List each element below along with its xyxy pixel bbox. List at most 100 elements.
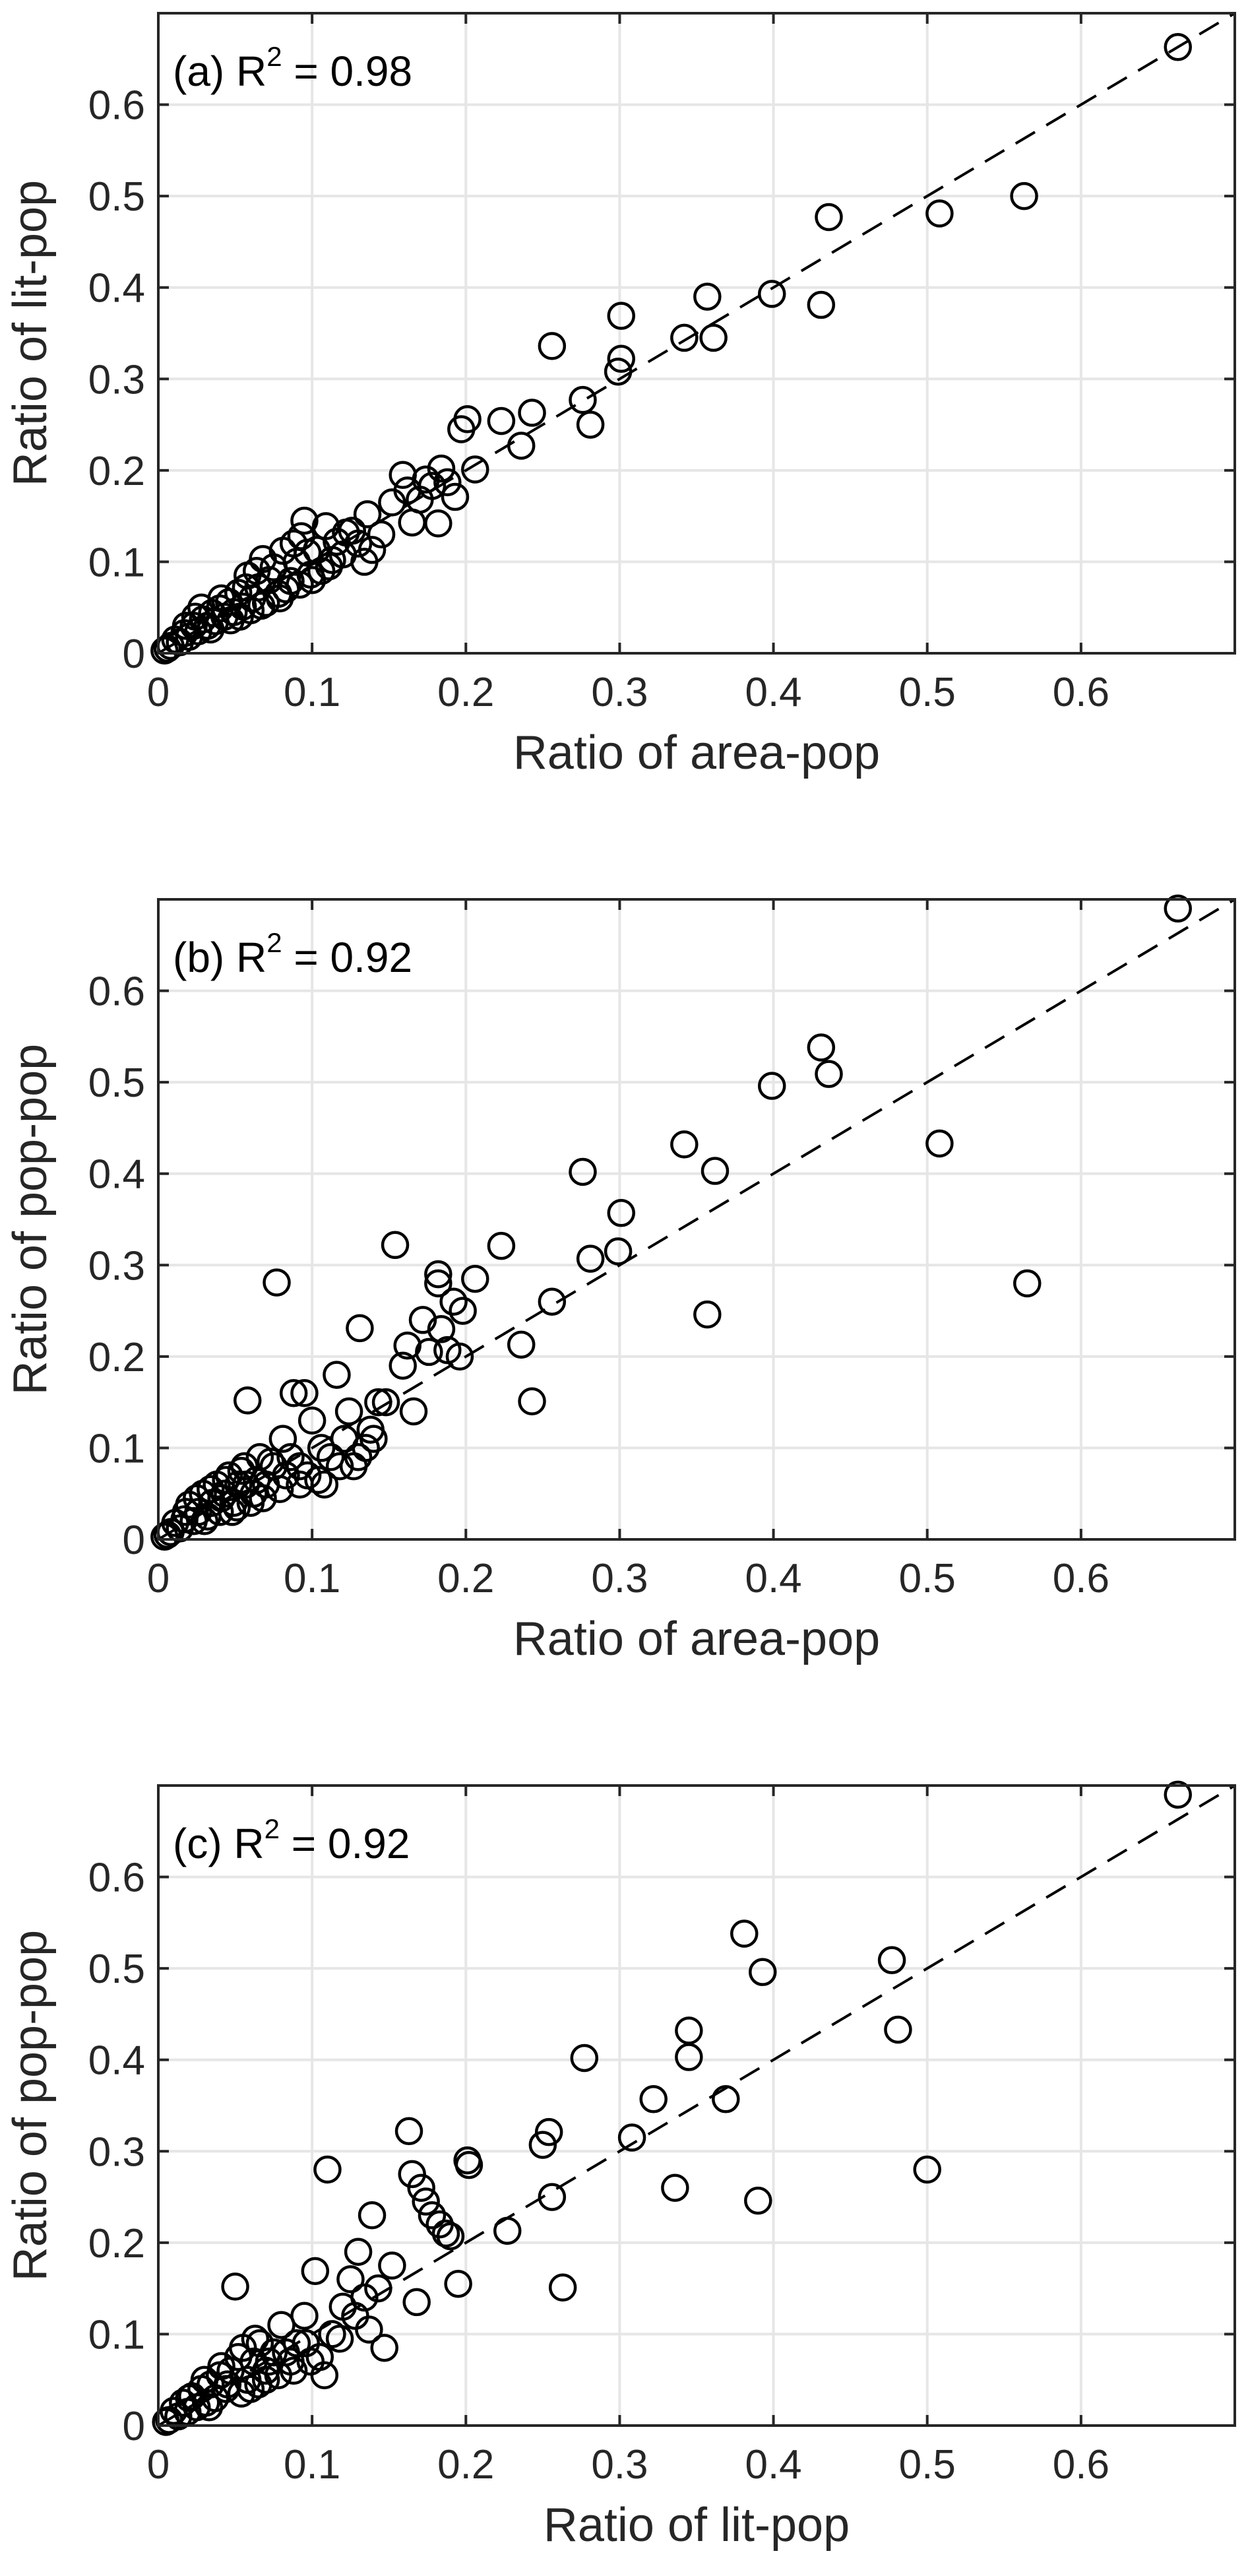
identity-dashed-line: [157, 898, 1236, 1541]
scatter-point: [224, 2342, 253, 2371]
scatter-point: [267, 2311, 296, 2339]
scatter-point: [487, 1231, 516, 1260]
scatter-point: [398, 2160, 426, 2189]
x-axis-label: Ratio of area-pop: [513, 1613, 880, 1665]
scatter-point: [265, 1475, 294, 1504]
scatter-point: [364, 2274, 392, 2303]
scatter-point: [439, 1287, 468, 1316]
scatter-point: [242, 557, 271, 585]
x-axis-label: Ratio of lit-pop: [544, 2499, 850, 2552]
scatter-point: [150, 1522, 179, 1551]
y-tick-label: 0.1: [88, 540, 145, 585]
scatter-point: [398, 508, 426, 537]
y-tick-label: 0: [123, 631, 145, 677]
scatter-point: [1013, 1269, 1042, 1298]
scatter-point: [256, 1447, 285, 1476]
x-tick-label: 0.3: [591, 670, 648, 715]
scatter-point: [744, 2186, 772, 2215]
y-tick-label: 0.6: [88, 1855, 145, 1901]
scatter-point: [311, 512, 340, 540]
scatter-point: [569, 385, 597, 414]
scatter-point: [418, 2201, 447, 2230]
scatter-point: [330, 1425, 359, 1453]
y-tick-label: 0: [123, 2404, 145, 2449]
scatter-point: [433, 468, 462, 497]
scatter-point: [528, 2131, 557, 2159]
scatter-point: [359, 1425, 388, 1453]
scatter-point: [604, 357, 633, 386]
scatter-point: [265, 584, 294, 613]
scatter-point: [548, 2273, 577, 2302]
scatter-point: [569, 1157, 597, 1186]
scatter-point: [350, 548, 379, 576]
axes-box: [157, 898, 1236, 1541]
scatter-point: [316, 1443, 345, 1471]
scatter-point: [607, 1199, 636, 1227]
scatter-point: [394, 2117, 423, 2146]
scatter-point: [172, 1498, 201, 1526]
scatter-point: [670, 323, 699, 352]
scatter-point: [301, 2257, 330, 2286]
scatter-point: [712, 2085, 740, 2113]
scatter-point: [453, 2146, 482, 2175]
scatter-point: [815, 1060, 843, 1088]
scatter-point: [701, 1157, 730, 1185]
scatter-point: [310, 2361, 339, 2390]
scatter-point: [286, 570, 314, 599]
scatter-point: [449, 1297, 477, 1325]
scatter-point: [251, 589, 280, 618]
x-tick-label: 0.2: [437, 670, 494, 715]
scatter-point: [371, 1388, 400, 1417]
scatter-point: [639, 2085, 668, 2113]
scatter-point: [607, 302, 636, 330]
annotation-superscript: 2: [265, 1813, 280, 1844]
scatter-point: [344, 1443, 373, 1471]
scatter-point: [334, 1397, 363, 1426]
x-tick-label: 0.1: [284, 670, 340, 715]
scatter-point: [179, 1507, 208, 1535]
scatter-point: [693, 1300, 722, 1329]
scatter-point: [286, 1470, 314, 1499]
scatter-point: [444, 2269, 472, 2298]
scatter-point: [399, 1397, 428, 1426]
scatter-point: [1010, 181, 1038, 210]
y-tick-label: 0.2: [88, 2221, 145, 2267]
scatter-point: [297, 565, 327, 595]
x-tick-label: 0.5: [899, 1556, 956, 1601]
y-tick-label: 0.4: [88, 2038, 145, 2084]
scatter-point: [251, 2366, 280, 2394]
scatter-point: [290, 506, 319, 535]
scatter-point: [279, 2356, 308, 2385]
annotation-prefix: (b) R: [173, 934, 266, 981]
scatter-point: [884, 2015, 912, 2044]
scatter-point: [441, 482, 470, 511]
scatter-point: [233, 1386, 262, 1415]
scatter-point: [412, 2187, 440, 2216]
y-tick-label: 0.4: [88, 1152, 145, 1198]
scatter-point: [407, 2174, 435, 2202]
annotation-superscript: 2: [266, 927, 282, 958]
scatter-point: [323, 1361, 351, 1389]
grid: [157, 1786, 1235, 2427]
scatter-point: [190, 1507, 219, 1535]
scatter-point: [604, 1237, 633, 1266]
scatter-point: [232, 1470, 261, 1499]
scatter-point: [534, 2117, 563, 2146]
identity-dashed-line: [157, 1784, 1236, 2427]
scatter-point: [757, 280, 786, 308]
scatter-point: [415, 1337, 443, 1367]
x-tick-label: 0.3: [591, 1556, 648, 1601]
scatter-point: [290, 1379, 319, 1407]
scatter-point: [402, 2288, 431, 2317]
scatter-point: [255, 2347, 284, 2376]
scatter-point: [378, 2251, 406, 2280]
scatter-point: [355, 2315, 383, 2344]
scatter-point: [433, 1336, 462, 1365]
x-tick-label: 0.5: [899, 670, 956, 715]
scatter-points: [152, 1780, 1192, 2436]
panels: 0 0.1 0.2 0.3 0.4 0.5 0.6 0 0.1 0.2 0.3 0.4 0.5 0.6 Ra…: [4, 12, 1236, 2552]
x-tick-label: 0.4: [745, 1556, 801, 1601]
annotation-suffix: = 0.92: [280, 1820, 410, 1867]
scatter-point: [263, 1268, 291, 1297]
